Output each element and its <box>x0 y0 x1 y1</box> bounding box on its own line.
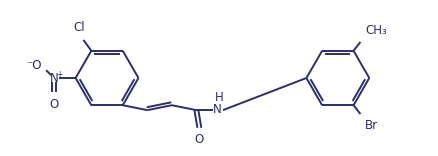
Text: N: N <box>49 71 58 85</box>
Text: Cl: Cl <box>74 21 85 34</box>
Text: N: N <box>213 103 222 116</box>
Text: ⁻O: ⁻O <box>27 59 42 72</box>
Text: CH₃: CH₃ <box>365 24 387 37</box>
Text: +: + <box>56 70 63 79</box>
Text: H: H <box>215 91 223 104</box>
Text: Br: Br <box>365 119 378 132</box>
Text: O: O <box>195 133 204 146</box>
Text: O: O <box>49 98 59 111</box>
